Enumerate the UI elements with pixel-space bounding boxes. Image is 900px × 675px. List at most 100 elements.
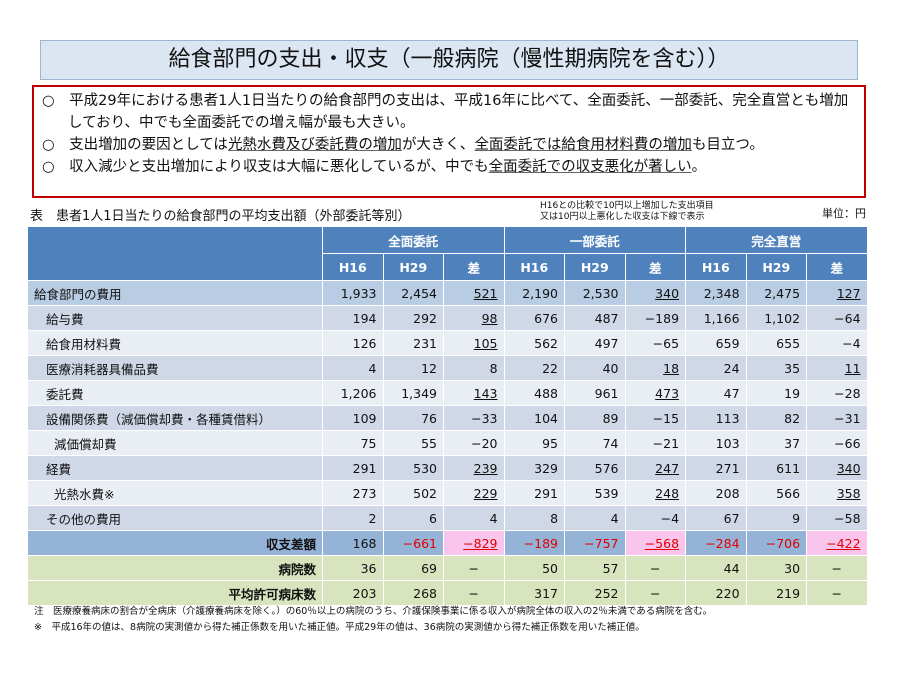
cell-value: 539 <box>564 480 626 506</box>
cell-value: 126 <box>322 330 384 356</box>
cell-value: 291 <box>503 480 566 506</box>
cell-value: 229 <box>443 480 505 506</box>
cell-value: 659 <box>685 330 747 356</box>
cell-value: 109 <box>322 405 384 431</box>
table-row: 平均許可病床数 203 268−317 252−220 219− <box>27 580 868 606</box>
table-row: 給与費 194 292 98 676 487 −189 1,166 1,102 −64 <box>27 305 868 331</box>
cell-value: −33 <box>443 405 505 431</box>
table-row: 光熱水費※ 273 502 229 291 539 248 208 566 358 <box>27 480 868 506</box>
underline-legend: H16との比較で10円以上増加した支出項目 又は10円以上悪化した収支は下線で表示 <box>540 201 714 223</box>
cell-value: −66 <box>806 430 868 456</box>
cell-value: 6 <box>382 505 444 531</box>
sub-header: H16 <box>685 253 747 281</box>
cell-value: 611 <box>745 455 808 481</box>
group-header: 一部委託 <box>503 226 687 254</box>
cell-value: 566 <box>745 480 808 506</box>
cell-value: 203 <box>322 580 384 606</box>
cell-value: 487 <box>564 305 626 331</box>
row-label: 給食用材料費 <box>27 330 323 356</box>
row-label: 光熱水費※ <box>27 480 323 506</box>
sub-header: H16 <box>503 253 566 281</box>
table-row: その他の費用 2 6 4 8 4 −4 67 9 −58 <box>27 505 868 531</box>
cell-value: 98 <box>443 305 505 331</box>
cell-value: 103 <box>685 430 747 456</box>
table-row: 給食部門の費用 1,933 2,454 521 2,190 2,530 340 2,348 2,… <box>27 280 868 306</box>
underlined-text: 全面委託での収支悪化が著しい <box>488 159 692 175</box>
summary-point-1: ○ 平成29年における患者1人1日当たりの給食部門の支出は、平成16年に比べて、… <box>42 93 849 131</box>
cell-value: 47 <box>685 380 747 406</box>
cell-value: 676 <box>503 305 566 331</box>
table-row: 病院数 36 69−50 57−44 30− <box>27 555 868 581</box>
cell-value: 1,933 <box>322 280 384 306</box>
cell-value: 2,475 <box>745 280 808 306</box>
cell-value: 252 <box>564 580 626 606</box>
cell-value: 40 <box>564 355 626 381</box>
row-label: その他の費用 <box>27 505 323 531</box>
cell-value: 2,530 <box>564 280 626 306</box>
cell-value: 1,206 <box>322 380 384 406</box>
cell-value: 22 <box>503 355 566 381</box>
cell-value: −28 <box>806 380 868 406</box>
cell-value: −757 <box>564 530 626 556</box>
cell-value: 231 <box>382 330 444 356</box>
row-label: 委託費 <box>27 380 323 406</box>
cell-value: 113 <box>685 405 747 431</box>
cell-value: 36 <box>322 555 384 581</box>
cell-value: 194 <box>322 305 384 331</box>
cell-value: 9 <box>745 505 808 531</box>
row-label: 医療消耗器具備品費 <box>27 355 323 381</box>
cell-value: − <box>806 555 868 581</box>
cell-value: 358 <box>806 480 868 506</box>
table-caption: 表 患者1人1日当たりの給食部門の平均支出額（外部委託等別） <box>30 209 411 224</box>
cell-value: −31 <box>806 405 868 431</box>
row-label: 病院数 <box>27 555 323 581</box>
text: が大きく、 <box>401 137 475 153</box>
text: ○ 支出増加の要因としては <box>42 137 228 153</box>
cell-value: −4 <box>624 505 687 531</box>
cell-value: 247 <box>624 455 687 481</box>
text: も目立つ。 <box>691 137 764 153</box>
table-row: 収支差額 168 −661 −829 −189 −757 −568 −284 −706 −422 <box>27 530 868 556</box>
sub-header: H16 <box>322 253 384 281</box>
cell-value: −284 <box>685 530 747 556</box>
cell-value: −706 <box>745 530 808 556</box>
cell-value: 168 <box>322 530 384 556</box>
table-row: 経費 291 530 239 329 576 247 271 611 340 <box>27 455 868 481</box>
text: 。 <box>691 159 707 175</box>
cell-value: 55 <box>382 430 444 456</box>
cell-value: 19 <box>745 380 808 406</box>
cell-value: 44 <box>685 555 747 581</box>
cell-value: 4 <box>443 505 505 531</box>
cell-value: 4 <box>564 505 626 531</box>
cell-value: 473 <box>624 380 687 406</box>
row-label: 経費 <box>27 455 323 481</box>
cell-value: 248 <box>624 480 687 506</box>
cell-value: 105 <box>443 330 505 356</box>
cell-value: 497 <box>564 330 626 356</box>
cell-value: 2,348 <box>685 280 747 306</box>
cell-value: 562 <box>503 330 566 356</box>
underlined-text: 光熱水費及び委託費の増加 <box>227 137 402 153</box>
cell-value: 271 <box>685 455 747 481</box>
underlined-text: 全面委託では給食用材料費の増加 <box>474 137 692 153</box>
cell-value: 576 <box>564 455 626 481</box>
row-label: 収支差額 <box>27 530 323 556</box>
cell-value: 11 <box>806 355 868 381</box>
cell-value: 30 <box>745 555 808 581</box>
cell-value: 12 <box>382 355 444 381</box>
cell-value: 67 <box>685 505 747 531</box>
cell-value: 50 <box>503 555 566 581</box>
cell-value: 273 <box>322 480 384 506</box>
cell-value: 74 <box>564 430 626 456</box>
cell-value: 127 <box>806 280 868 306</box>
cell-value: 521 <box>443 280 505 306</box>
cell-value: 655 <box>745 330 808 356</box>
cell-value: −4 <box>806 330 868 356</box>
cell-value: 57 <box>564 555 626 581</box>
cell-value: 4 <box>322 355 384 381</box>
cell-value: − <box>624 580 687 606</box>
row-label: 平均許可病床数 <box>27 580 323 606</box>
legend-line: 又は10円以上悪化した収支は下線で表示 <box>540 212 705 222</box>
group-header: 全面委託 <box>322 226 505 254</box>
sub-header: H29 <box>564 253 626 281</box>
